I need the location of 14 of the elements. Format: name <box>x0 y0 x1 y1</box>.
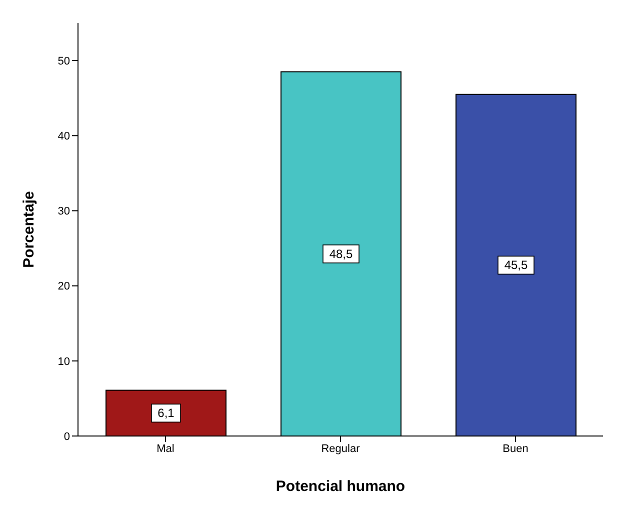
data-label: 48,5 <box>329 246 353 261</box>
x-tick-label: Mal <box>156 442 174 455</box>
x-tick-label: Buen <box>502 442 528 455</box>
y-tick-label: 40 <box>58 130 70 143</box>
data-label: 6,1 <box>158 406 175 420</box>
y-tick-label: 30 <box>58 206 70 218</box>
y-axis-title: Porcentaje <box>20 191 38 268</box>
y-tick-label: 20 <box>58 280 70 293</box>
x-axis-title: Potencial humano <box>276 478 406 495</box>
y-tick-label: 10 <box>58 356 70 368</box>
data-label: 45,5 <box>504 258 528 272</box>
y-tick-label: 50 <box>58 55 70 68</box>
y-tick-label: 0 <box>64 430 70 443</box>
x-tick-label: Regular <box>321 442 360 455</box>
